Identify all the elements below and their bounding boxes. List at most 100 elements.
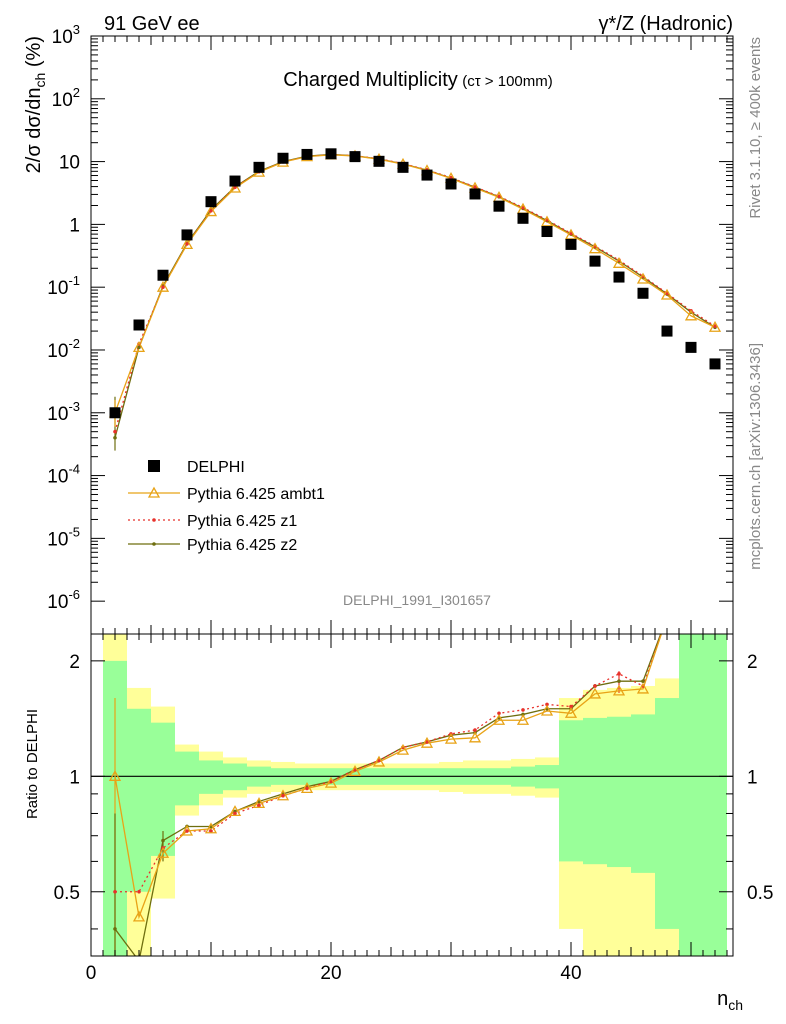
main-axis-ticks [90,35,733,634]
delphi-point [181,229,193,241]
ratio-ambt1-point [252,797,266,809]
legend-marker-dot [152,542,156,546]
delphi-point [133,319,145,331]
ambt1-point [204,205,218,217]
legend-marker-triangle [147,486,161,498]
side-label-bottom: mcplots.cern.ch [arXiv:1306.3436] [747,343,764,570]
ambt1-point [612,256,626,268]
ratio-z2-point [641,679,645,684]
ratio-y-tick-label-left: 2 [69,652,80,673]
ratio-axis-ticks [90,634,733,956]
ratio-z1-point [137,889,141,894]
ratio-z1-point [545,702,549,707]
inner-band [631,714,655,873]
delphi-point [589,255,601,267]
ratio-z2-point [617,679,621,684]
ratio-z2-point [665,615,669,619]
inner-band [583,717,607,865]
ratio-ambt1-point [228,805,242,817]
ratio-ambt1-point [636,682,650,694]
x-axis-label: nch [717,988,743,1013]
ratio-z1-point [281,793,285,798]
y-tick-label: 10-1 [47,273,80,299]
legend-label: Pythia 6.425 z2 [187,537,297,554]
ratio-z1-point [521,708,525,712]
ratio-z1-point [257,803,261,808]
ambt1-point [180,238,194,250]
ratio-ambt1-point [540,704,554,716]
delphi-point [541,226,553,238]
ambt1-point [540,215,554,227]
legend-label: Pythia 6.425 z1 [187,513,297,530]
y-tick-label: 1 [69,215,80,236]
ratio-y-tick-label-right: 2 [747,652,758,673]
ratio-z2-point [113,927,117,931]
delphi-point [205,196,217,208]
inner-band [127,708,151,892]
legend-marker-dot [152,518,156,522]
z1-point [113,429,117,434]
delphi-point [157,269,169,281]
delphi-point [397,161,409,173]
ratio-y-label: Ratio to DELPHI [24,709,41,819]
ratio-ambt1-point [276,789,290,801]
ratio-ambt1-point [564,706,578,718]
header-right: γ*/Z (Hadronic) [599,13,733,35]
delphi-point [493,200,505,212]
delphi-point [373,155,385,167]
header-left: 91 GeV ee [104,13,200,35]
delphi-point [421,169,433,181]
ratio-z1-point [185,829,189,833]
delphi-point [229,175,241,187]
ratio-ambt1-point [492,713,506,725]
ratio-ambt1-point [180,824,194,836]
ratio-ambt1-point [420,736,434,748]
series-line-pythia-6-425-z1 [114,153,716,432]
legend-label: Pythia 6.425 ambt1 [187,486,325,503]
x-tick-label: 20 [320,963,341,984]
ratio-line-pythia-6-425-ambt1 [114,634,663,920]
x-tick-label: 0 [86,963,97,984]
y-tick-label: 10-3 [47,399,80,425]
main-title: Charged Multiplicity (cτ > 100mm) [283,69,553,91]
ratio-ambt1-point [204,822,218,834]
inner-band [679,634,703,956]
delphi-point [301,148,313,160]
ambt1-point [228,181,242,193]
main-panel: 10-6 10-5 10-4 10-3 10-2 10-1 1 10 102 103 Charge… [23,22,734,635]
ambt1-point [708,320,722,332]
delphi-point [685,341,697,353]
delphi-point [349,151,361,163]
ratio-y-tick-label-left: 0.5 [54,883,80,904]
ratio-z1-point [113,889,117,894]
analysis-id: DELPHI_1991_I301657 [343,592,491,608]
y-tick-label: 102 [52,85,80,111]
ratio-frame [90,633,734,957]
main-y-label: 2/σ dσ/dnch (%) [23,36,48,173]
ratio-z1-point [233,811,237,816]
delphi-point [277,152,289,164]
ratio-ambt1-point [588,687,602,699]
delphi-point [469,188,481,200]
delphi-point [637,287,649,299]
delphi-point [109,407,121,419]
inner-band [175,751,199,806]
ratio-z1-point [209,829,213,833]
z1-point [161,285,165,289]
ratio-panel: 0.5 0.51 12 20 20 40 Ratio to DELPHI nch [24,615,773,1013]
ambt1-point [636,272,650,284]
series-line-pythia-6-425-ambt1 [114,154,716,414]
inner-band [655,698,679,929]
delphi-point [565,238,577,250]
series-line-pythia-6-425-z2 [114,153,716,438]
legend-marker-delphi [148,460,160,472]
delphi-point [517,212,529,224]
ratio-z1-point [593,684,597,688]
y-tick-label: 10-2 [47,336,80,362]
ratio-ambt1-point [516,713,530,725]
z1-point [473,185,477,189]
main-y-tick-labels: 10-6 10-5 10-4 10-3 10-2 10-1 1 10 102 103 [47,22,80,613]
ratio-z1-point [497,711,501,716]
main-title-text: Charged Multiplicity [283,69,458,91]
ratio-ambt1-point [348,765,362,777]
